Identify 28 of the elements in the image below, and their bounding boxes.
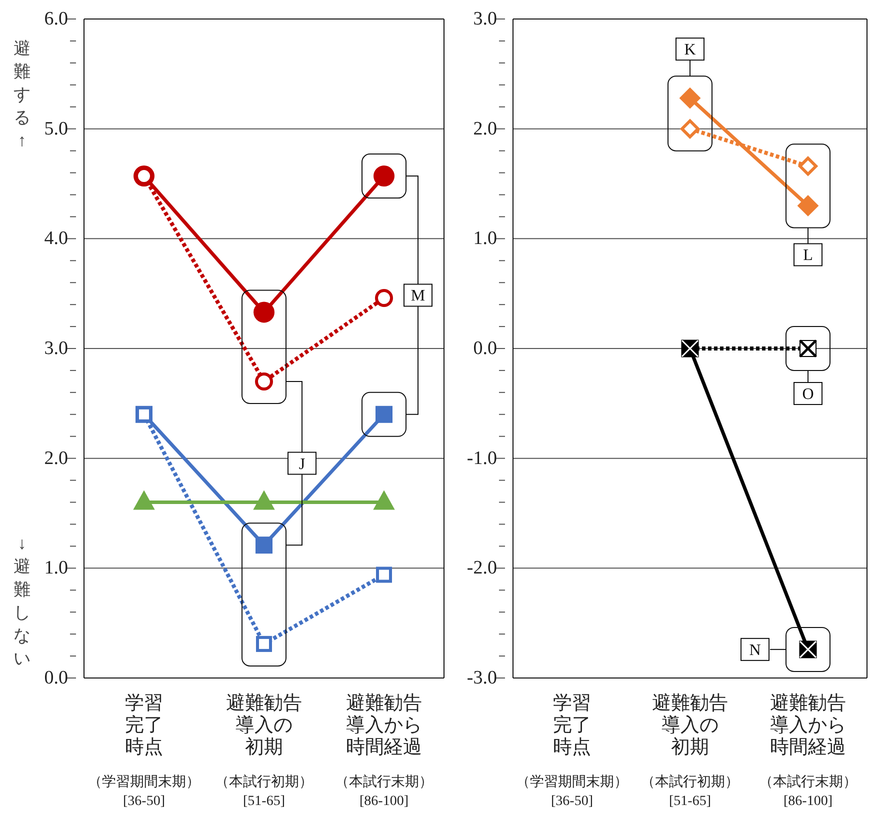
x-tick-label: 学習完了時点（学習期間末期）[36-50] [88, 693, 200, 809]
y-tick-label: 3.0 [473, 8, 497, 30]
y-tick-label: 1.0 [473, 228, 497, 250]
x-tick-label: 避難勧告導入の初期（本試行初期）[51-65] [641, 693, 739, 809]
y-tick-label: 5.0 [44, 118, 68, 140]
annotation: L [803, 247, 813, 264]
annotation: O [802, 386, 814, 403]
x-tick-label: 学習完了時点（学習期間末期）[36-50] [516, 693, 628, 809]
annotation: J [298, 456, 306, 473]
y-tick-label: -1.0 [466, 448, 497, 469]
y-tick-label: 6.0 [44, 8, 68, 30]
y-tick-label: 0.0 [44, 668, 68, 688]
y-tick-label: 4.0 [44, 228, 68, 250]
annotation: M [410, 288, 426, 305]
annotation: K [684, 42, 696, 59]
x-tick-label: 避難勧告導入の初期（本試行初期）[51-65] [215, 693, 313, 809]
x-tick-label: 避難勧告導入から時間経過（本試行末期）[86-100] [335, 693, 433, 809]
y-tick-label: 0.0 [473, 338, 497, 359]
y-tick-label: 3.0 [44, 338, 68, 359]
y-tick-label: -3.0 [466, 668, 497, 688]
x-tick-label: 避難勧告導入から時間経過（本試行末期）[86-100] [759, 693, 857, 809]
text: ↓避難しない [12, 533, 32, 670]
y-tick-label: 1.0 [44, 558, 68, 579]
y-tick-label: 2.0 [44, 448, 68, 469]
y-tick-label: 2.0 [473, 118, 497, 140]
annotation: N [749, 642, 762, 659]
y-tick-label: -2.0 [466, 558, 497, 579]
y-axis-title: 避難する↑ [12, 38, 32, 152]
